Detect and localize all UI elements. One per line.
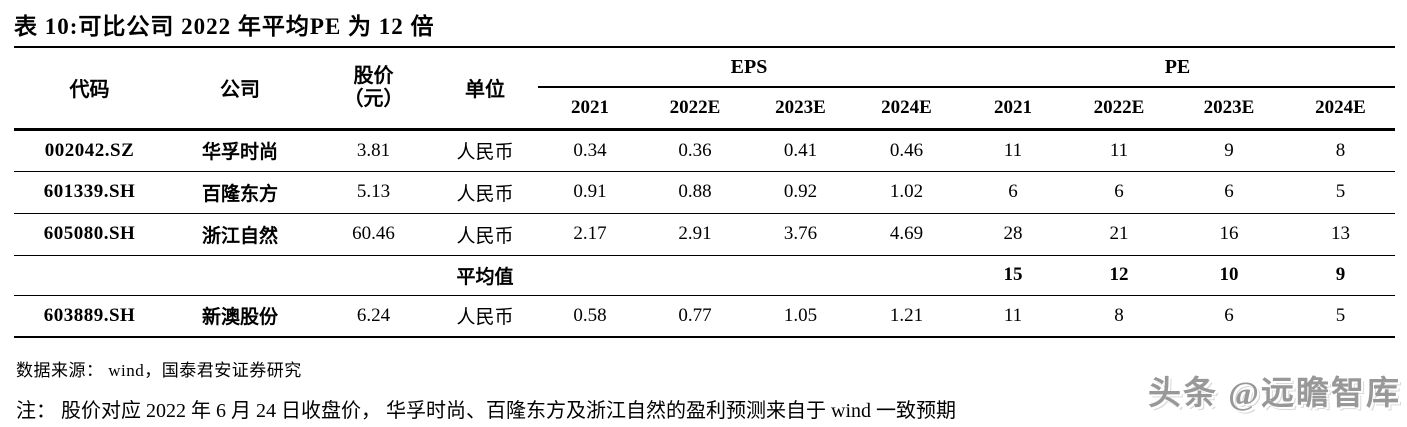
average-label: 平均值 (432, 255, 538, 296)
table-row: 601339.SH 百隆东方 5.13 人民币 0.91 0.88 0.92 1… (14, 171, 1395, 214)
cell-company: 新澳股份 (165, 295, 315, 338)
cell-price (315, 255, 432, 296)
cell-eps-2024e: 4.69 (853, 213, 960, 256)
cell-unit: 人民币 (432, 129, 538, 172)
cell-eps-2021 (538, 255, 642, 296)
cell-eps-2021: 2.17 (538, 213, 642, 256)
col-header-price-line1: 股价 (353, 64, 394, 87)
cell-company: 百隆东方 (165, 171, 315, 214)
cell-pe-2024e: 5 (1286, 171, 1395, 214)
col-group-pe: PE (960, 47, 1395, 88)
cell-code: 605080.SH (14, 213, 165, 256)
col-header-price-line2: （元） (343, 87, 404, 110)
table-row: 002042.SZ 华孚时尚 3.81 人民币 0.34 0.36 0.41 0… (14, 129, 1395, 172)
cell-eps-2022e (642, 255, 748, 296)
cell-eps-2023e: 0.41 (748, 129, 853, 172)
cell-pe-2021: 15 (960, 255, 1066, 296)
cell-eps-2022e: 2.91 (642, 213, 748, 256)
pe-year-2021: 2021 (960, 87, 1066, 131)
cell-pe-2022e: 11 (1066, 129, 1172, 172)
cell-pe-2024e: 8 (1286, 129, 1395, 172)
pe-year-2024e: 2024E (1286, 87, 1395, 131)
cell-company: 浙江自然 (165, 213, 315, 256)
cell-code: 002042.SZ (14, 129, 165, 172)
pe-year-2022e: 2022E (1066, 87, 1172, 131)
eps-year-2024e: 2024E (853, 87, 960, 131)
cell-eps-2022e: 0.88 (642, 171, 748, 214)
col-header-price: 股价 （元） (315, 47, 432, 131)
cell-price: 6.24 (315, 295, 432, 338)
cell-pe-2024e: 9 (1286, 255, 1395, 296)
cell-pe-2022e: 8 (1066, 295, 1172, 338)
cell-pe-2021: 11 (960, 295, 1066, 338)
watermark: 头条 @远瞻智库 (1148, 376, 1401, 412)
cell-eps-2022e: 0.36 (642, 129, 748, 172)
cell-pe-2022e: 21 (1066, 213, 1172, 256)
table-row: 603889.SH 新澳股份 6.24 人民币 0.58 0.77 1.05 1… (14, 295, 1395, 338)
col-header-unit: 单位 (432, 47, 538, 131)
cell-pe-2021: 6 (960, 171, 1066, 214)
cell-pe-2023e: 6 (1172, 295, 1286, 338)
cell-company (165, 255, 315, 296)
cell-pe-2023e: 6 (1172, 171, 1286, 214)
cell-eps-2023e: 0.92 (748, 171, 853, 214)
col-group-eps: EPS (538, 47, 960, 88)
cell-eps-2024e (853, 255, 960, 296)
cell-eps-2024e: 1.21 (853, 295, 960, 338)
cell-eps-2023e: 1.05 (748, 295, 853, 338)
cell-eps-2021: 0.91 (538, 171, 642, 214)
table-header-year-row: 2021 2022E 2023E 2024E 2021 2022E 2023E … (14, 87, 1395, 131)
cell-price: 5.13 (315, 171, 432, 214)
cell-eps-2024e: 0.46 (853, 129, 960, 172)
cell-code: 601339.SH (14, 171, 165, 214)
cell-pe-2023e: 16 (1172, 213, 1286, 256)
cell-eps-2023e: 3.76 (748, 213, 853, 256)
col-header-company: 公司 (165, 47, 315, 131)
table-title: 表 10:可比公司 2022 年平均PE 为 12 倍 (14, 14, 435, 39)
cell-pe-2022e: 12 (1066, 255, 1172, 296)
footnote: 注： 股价对应 2022 年 6 月 24 日收盘价， 华孚时尚、百隆东方及浙江… (16, 400, 956, 422)
eps-year-2023e: 2023E (748, 87, 853, 131)
cell-unit: 人民币 (432, 171, 538, 214)
cell-unit: 人民币 (432, 295, 538, 338)
average-row: 平均值 15 12 10 9 (14, 255, 1395, 296)
table-header-group-row: 代码 公司 股价 （元） 单位 EPS PE (14, 47, 1395, 131)
cell-eps-2022e: 0.77 (642, 295, 748, 338)
cell-eps-2023e (748, 255, 853, 296)
cell-eps-2021: 0.34 (538, 129, 642, 172)
cell-unit: 人民币 (432, 213, 538, 256)
data-source-note: 数据来源： wind，国泰君安证券研究 (16, 361, 302, 380)
eps-year-2022e: 2022E (642, 87, 748, 131)
eps-year-2021: 2021 (538, 87, 642, 131)
cell-price: 60.46 (315, 213, 432, 256)
cell-code: 603889.SH (14, 295, 165, 338)
cell-pe-2022e: 6 (1066, 171, 1172, 214)
table-row: 605080.SH 浙江自然 60.46 人民币 2.17 2.91 3.76 … (14, 213, 1395, 256)
cell-pe-2023e: 10 (1172, 255, 1286, 296)
cell-pe-2023e: 9 (1172, 129, 1286, 172)
cell-pe-2021: 11 (960, 129, 1066, 172)
cell-pe-2024e: 5 (1286, 295, 1395, 338)
cell-price: 3.81 (315, 129, 432, 172)
col-header-code: 代码 (14, 47, 165, 131)
cell-code (14, 255, 165, 296)
cell-eps-2021: 0.58 (538, 295, 642, 338)
cell-pe-2024e: 13 (1286, 213, 1395, 256)
cell-pe-2021: 28 (960, 213, 1066, 256)
cell-company: 华孚时尚 (165, 129, 315, 172)
pe-year-2023e: 2023E (1172, 87, 1286, 131)
cell-eps-2024e: 1.02 (853, 171, 960, 214)
comparable-companies-table: 代码 公司 股价 （元） 单位 EPS PE 2021 2022E 2023E … (14, 46, 1395, 338)
